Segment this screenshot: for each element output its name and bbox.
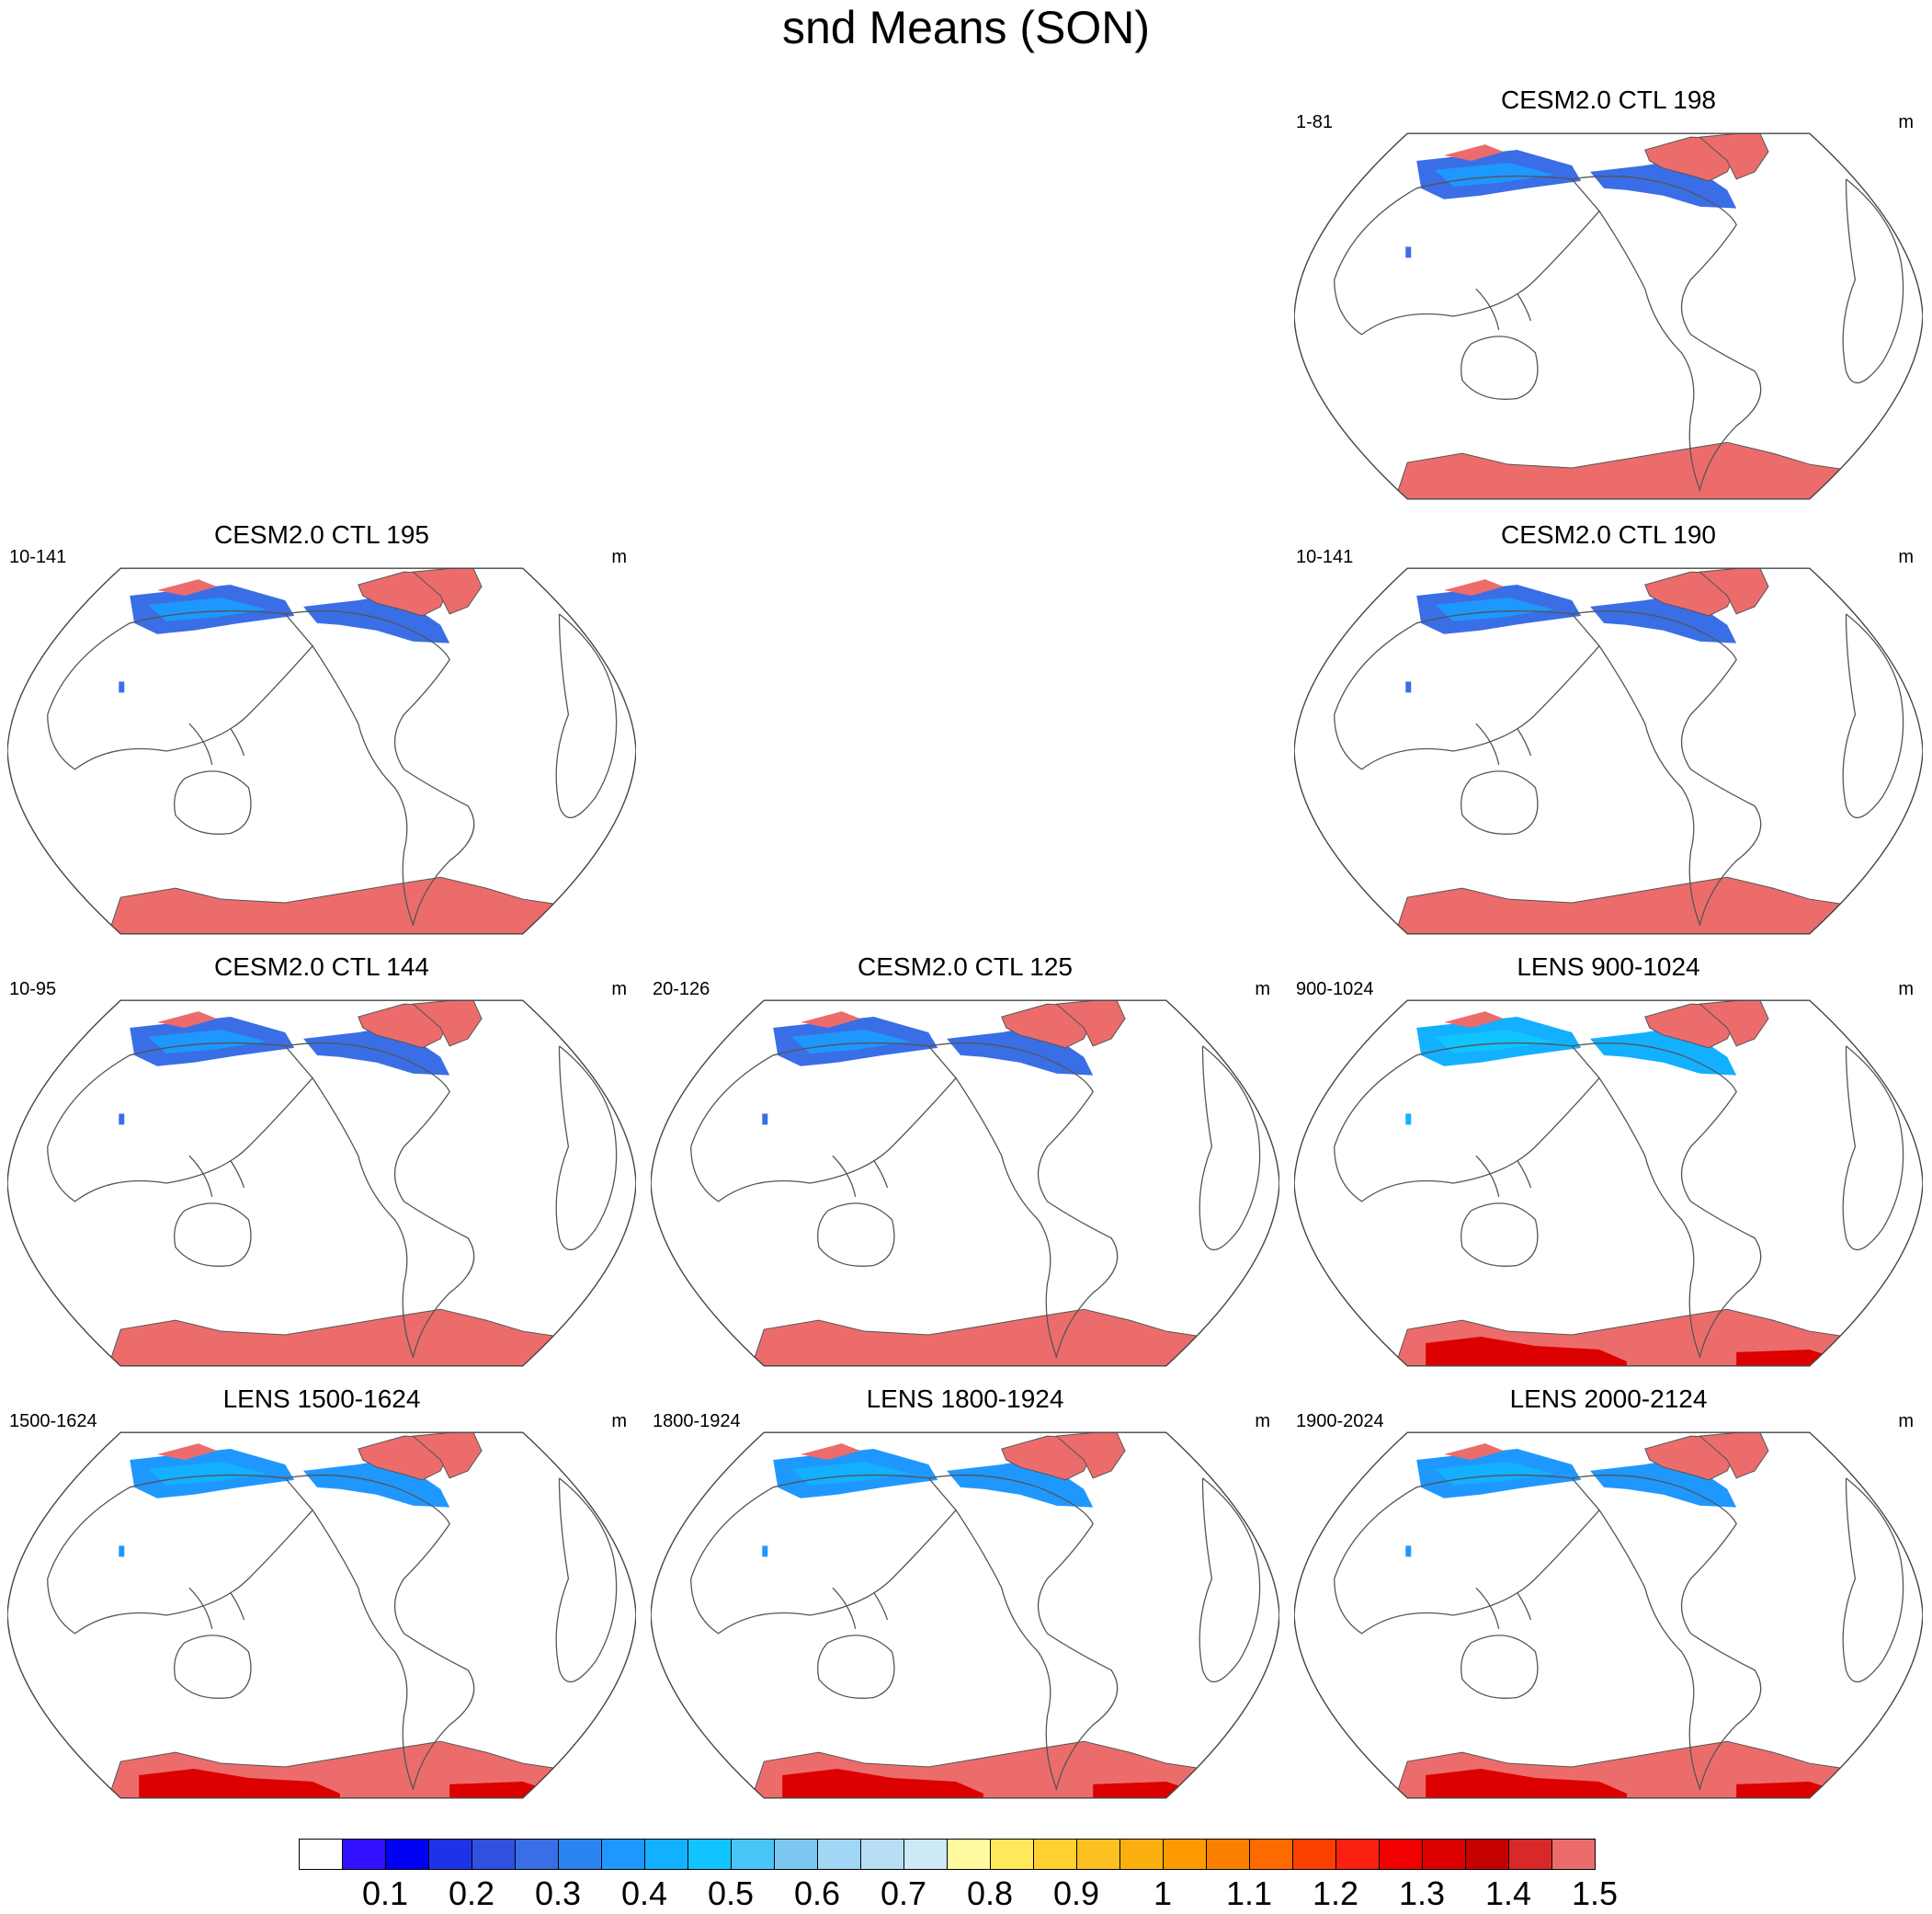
colorbar-tick-label: 1.2 xyxy=(1312,1874,1359,1912)
map-panel: CESM2.0 CTL 125 20-126 m xyxy=(643,951,1287,1374)
colorbar-box xyxy=(817,1839,861,1870)
panel-years: 10-141 xyxy=(9,547,67,567)
colorbar-box xyxy=(903,1839,948,1870)
colorbar-box xyxy=(1422,1839,1466,1870)
map-panel: LENS 1500-1624 1500-1624 m xyxy=(0,1384,643,1806)
colorbar-box xyxy=(342,1839,386,1870)
panel-years: 1800-1924 xyxy=(653,1411,741,1431)
map-panel: LENS 900-1024 900-1024 m xyxy=(1287,951,1930,1374)
colorbar-box xyxy=(1033,1839,1077,1870)
map-panel: CESM2.0 CTL 198 1-81 m xyxy=(1287,85,1930,507)
colorbar-box xyxy=(1119,1839,1164,1870)
panel-title: CESM2.0 CTL 144 xyxy=(214,952,429,981)
colorbar-tick-label: 1.4 xyxy=(1484,1874,1532,1912)
colorbar-box xyxy=(515,1839,559,1870)
colorbar-box xyxy=(990,1839,1034,1870)
colorbar-box xyxy=(1379,1839,1423,1870)
panel-title: CESM2.0 CTL 198 xyxy=(1501,85,1716,114)
colorbar-box xyxy=(688,1839,732,1870)
panel-title: LENS 1500-1624 xyxy=(222,1384,421,1413)
colorbar-box xyxy=(1292,1839,1336,1870)
panel-years: 1900-2024 xyxy=(1296,1411,1384,1431)
world-map xyxy=(7,1431,636,1799)
panel-title: LENS 900-1024 xyxy=(1517,952,1700,981)
map-panel: CESM2.0 CTL 144 10-95 m xyxy=(0,951,643,1374)
panel-units: m xyxy=(1898,112,1914,132)
panel-title: LENS 1800-1924 xyxy=(866,1384,1064,1413)
colorbar-box xyxy=(1206,1839,1250,1870)
colorbar-box xyxy=(1551,1839,1596,1870)
colorbar-tick-label: 0.2 xyxy=(448,1874,495,1912)
map-panel: LENS 1800-1924 1800-1924 m xyxy=(643,1384,1287,1806)
world-map xyxy=(1294,999,1923,1367)
colorbar-box xyxy=(1076,1839,1120,1870)
colorbar xyxy=(299,1839,1596,1870)
colorbar-box xyxy=(644,1839,688,1870)
world-map xyxy=(651,999,1279,1367)
panel-years: 20-126 xyxy=(653,979,710,999)
figure-title: snd Means (SON) xyxy=(781,2,1151,53)
colorbar-box xyxy=(601,1839,645,1870)
colorbar-tick-label: 1.3 xyxy=(1398,1874,1446,1912)
world-map xyxy=(1294,567,1923,935)
colorbar-tick-label: 0.8 xyxy=(966,1874,1014,1912)
colorbar-box xyxy=(1163,1839,1207,1870)
colorbar-tick-label: 0.6 xyxy=(793,1874,841,1912)
panel-units: m xyxy=(1255,1411,1270,1431)
colorbar-box xyxy=(428,1839,472,1870)
panel-title: CESM2.0 CTL 190 xyxy=(1501,520,1716,549)
colorbar-tick-label: 0.3 xyxy=(534,1874,582,1912)
colorbar-box xyxy=(385,1839,429,1870)
colorbar-box xyxy=(947,1839,991,1870)
colorbar-tick-label: 0.9 xyxy=(1052,1874,1100,1912)
panel-units: m xyxy=(1898,1411,1914,1431)
panel-years: 1-81 xyxy=(1296,112,1334,132)
panel-units: m xyxy=(611,979,627,999)
colorbar-box xyxy=(1465,1839,1509,1870)
map-panel: CESM2.0 CTL 190 10-141 m xyxy=(1287,519,1930,942)
panel-years: 10-141 xyxy=(1296,547,1354,567)
panel-years: 10-95 xyxy=(9,979,57,999)
colorbar-box xyxy=(860,1839,904,1870)
panel-units: m xyxy=(1898,547,1914,567)
world-map xyxy=(1294,1431,1923,1799)
colorbar-tick-label: 0.4 xyxy=(620,1874,668,1912)
colorbar-box xyxy=(1508,1839,1552,1870)
panel-title: CESM2.0 CTL 195 xyxy=(214,520,429,549)
colorbar-tick-label: 0.7 xyxy=(880,1874,927,1912)
colorbar-box xyxy=(472,1839,516,1870)
colorbar-box xyxy=(731,1839,775,1870)
colorbar-box xyxy=(1249,1839,1293,1870)
world-map xyxy=(1294,132,1923,500)
panel-units: m xyxy=(611,1411,627,1431)
colorbar-box xyxy=(1335,1839,1380,1870)
panel-units: m xyxy=(1255,979,1270,999)
colorbar-tick-label: 1.5 xyxy=(1571,1874,1619,1912)
panel-years: 900-1024 xyxy=(1296,979,1374,999)
map-panel: CESM2.0 CTL 195 10-141 m xyxy=(0,519,643,942)
colorbar-box xyxy=(774,1839,818,1870)
colorbar-box xyxy=(299,1839,343,1870)
map-panel: LENS 2000-2124 1900-2024 m xyxy=(1287,1384,1930,1806)
world-map xyxy=(7,567,636,935)
colorbar-tick-label: 0.1 xyxy=(361,1874,409,1912)
panel-years: 1500-1624 xyxy=(9,1411,97,1431)
panel-units: m xyxy=(611,547,627,567)
world-map xyxy=(7,999,636,1367)
colorbar-box xyxy=(558,1839,602,1870)
panel-units: m xyxy=(1898,979,1914,999)
colorbar-tick-label: 1 xyxy=(1153,1874,1173,1912)
colorbar-tick-label: 1.1 xyxy=(1225,1874,1273,1912)
panel-title: CESM2.0 CTL 125 xyxy=(858,952,1073,981)
world-map xyxy=(651,1431,1279,1799)
colorbar-tick-label: 0.5 xyxy=(707,1874,755,1912)
panel-title: LENS 2000-2124 xyxy=(1509,1384,1708,1413)
